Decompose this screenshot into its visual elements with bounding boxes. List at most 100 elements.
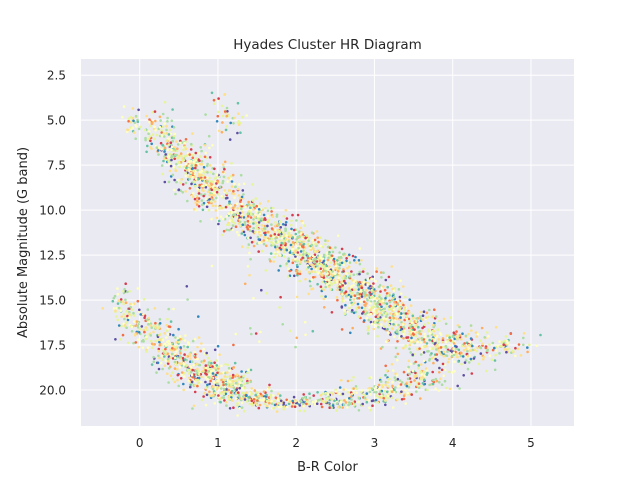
scatter-point — [173, 132, 176, 136]
scatter-point — [226, 371, 229, 374]
scatter-point — [178, 161, 181, 165]
scatter-point — [437, 349, 441, 353]
scatter-point — [243, 223, 247, 226]
scatter-point — [163, 180, 167, 184]
scatter-point — [222, 229, 226, 233]
scatter-point — [260, 249, 264, 253]
scatter-point — [370, 387, 374, 391]
scatter-point — [119, 338, 122, 341]
scatter-point — [455, 330, 458, 333]
scatter-point — [161, 143, 164, 147]
scatter-point — [408, 298, 412, 302]
scatter-point — [357, 288, 361, 291]
scatter-point — [123, 317, 126, 321]
scatter-point — [434, 315, 438, 318]
scatter-point — [213, 361, 216, 365]
scatter-point — [350, 392, 354, 396]
scatter-point — [415, 390, 418, 393]
scatter-point — [414, 334, 418, 338]
scatter-point — [488, 343, 491, 346]
scatter-point — [296, 213, 300, 217]
scatter-point — [180, 373, 184, 376]
scatter-point — [463, 361, 467, 364]
scatter-point — [356, 302, 360, 306]
scatter-point — [191, 132, 194, 135]
scatter-point — [229, 383, 233, 386]
scatter-point — [435, 353, 439, 356]
scatter-point — [162, 159, 165, 163]
scatter-point — [365, 400, 369, 404]
scatter-point — [140, 325, 144, 328]
scatter-point — [236, 101, 240, 105]
scatter-point — [383, 327, 386, 331]
scatter-point — [327, 256, 330, 260]
scatter-point — [444, 340, 448, 344]
scatter-point — [364, 309, 367, 313]
scatter-point — [197, 336, 201, 339]
scatter-point — [327, 285, 331, 288]
scatter-point — [167, 360, 170, 363]
scatter-point — [365, 316, 369, 320]
scatter-point — [121, 300, 125, 303]
scatter-point — [116, 292, 120, 296]
scatter-point — [375, 391, 378, 394]
scatter-point — [442, 350, 446, 354]
scatter-point — [467, 332, 470, 336]
scatter-point — [455, 345, 458, 349]
scatter-point — [236, 414, 239, 417]
scatter-point — [351, 309, 354, 312]
scatter-point — [196, 384, 199, 388]
scatter-point — [338, 251, 341, 254]
scatter-point — [251, 199, 255, 202]
scatter-point — [161, 367, 164, 371]
scatter-point — [371, 275, 375, 279]
scatter-point — [156, 149, 160, 152]
scatter-point — [324, 243, 327, 246]
scatter-point — [261, 208, 265, 212]
scatter-point — [335, 264, 338, 268]
scatter-point — [396, 313, 399, 316]
scatter-point — [340, 280, 344, 283]
scatter-point — [228, 188, 231, 192]
scatter-point — [406, 391, 410, 395]
scatter-point — [279, 399, 283, 403]
scatter-point — [233, 375, 237, 378]
scatter-point — [442, 317, 446, 321]
scatter-point — [166, 317, 169, 321]
scatter-point — [416, 384, 419, 387]
scatter-point — [475, 349, 479, 353]
scatter-point — [264, 206, 267, 210]
scatter-point — [393, 303, 397, 307]
scatter-point — [150, 342, 154, 346]
scatter-point — [233, 221, 237, 225]
scatter-point — [204, 183, 208, 187]
scatter-point — [242, 409, 246, 413]
scatter-point — [196, 357, 199, 361]
scatter-point — [198, 363, 202, 367]
scatter-point — [491, 341, 495, 345]
scatter-point — [200, 173, 203, 177]
scatter-point — [214, 204, 217, 208]
scatter-point — [247, 396, 250, 399]
scatter-point — [289, 243, 293, 247]
scatter-point — [422, 344, 426, 348]
scatter-point — [349, 298, 352, 302]
scatter-point — [262, 390, 266, 393]
scatter-point — [242, 182, 246, 186]
scatter-point — [112, 296, 116, 300]
scatter-point — [235, 230, 239, 234]
scatter-point — [336, 298, 339, 302]
scatter-point — [397, 288, 401, 291]
scatter-point — [153, 307, 157, 310]
scatter-point — [163, 332, 166, 335]
scatter-point — [368, 406, 371, 410]
scatter-point — [365, 392, 369, 395]
scatter-point — [313, 238, 317, 242]
scatter-point — [129, 115, 133, 119]
scatter-point — [199, 146, 202, 149]
scatter-point — [166, 340, 169, 344]
scatter-point — [233, 116, 236, 120]
scatter-point — [145, 150, 148, 154]
scatter-point — [366, 298, 369, 302]
scatter-point — [341, 276, 344, 280]
